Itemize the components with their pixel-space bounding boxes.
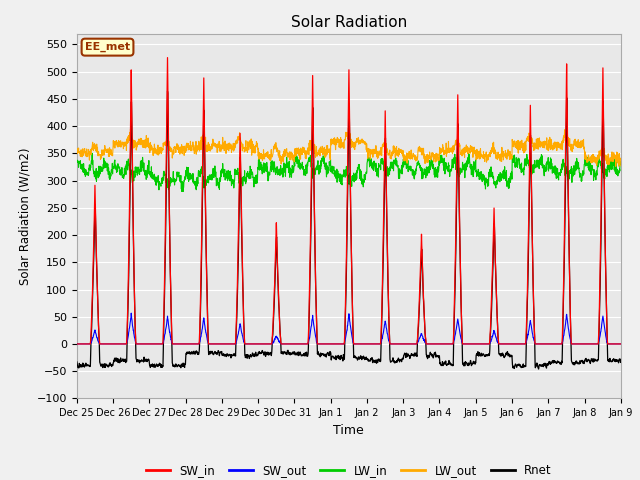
SW_in [569, 341, 577, 347]
LW_out [507, 152, 515, 157]
LW_out [225, 144, 232, 150]
Y-axis label: Solar Radiation (W/m2): Solar Radiation (W/m2) [18, 147, 31, 285]
Rnet [584, 357, 592, 363]
SW_in [225, 341, 232, 347]
SW_out [617, 341, 625, 347]
LW_in [508, 176, 515, 181]
SW_out [584, 341, 592, 347]
Rnet [617, 357, 625, 362]
Legend: SW_in, SW_out, LW_in, LW_out, Rnet: SW_in, SW_out, LW_in, LW_out, Rnet [141, 459, 556, 480]
SW_in [584, 341, 592, 347]
SW_out [569, 341, 577, 347]
LW_in [617, 159, 625, 165]
LW_out [344, 125, 352, 131]
SW_out [127, 310, 135, 316]
LW_out [365, 153, 372, 159]
SW_out [73, 341, 81, 347]
Rnet [570, 360, 577, 365]
SW_out [365, 341, 372, 347]
Rnet [376, 359, 384, 364]
LW_in [73, 157, 81, 163]
SW_out [225, 341, 232, 347]
LW_in [570, 165, 577, 171]
SW_out [376, 341, 384, 347]
SW_out [507, 341, 515, 347]
Line: LW_in: LW_in [77, 153, 621, 192]
SW_in [507, 341, 515, 347]
Title: Solar Radiation: Solar Radiation [291, 15, 407, 30]
LW_out [617, 163, 625, 168]
LW_out [569, 145, 577, 151]
SW_in [365, 341, 372, 347]
Line: Rnet: Rnet [77, 91, 621, 369]
Rnet [365, 357, 372, 363]
LW_in [584, 165, 592, 171]
LW_in [377, 167, 385, 173]
X-axis label: Time: Time [333, 424, 364, 437]
Line: LW_out: LW_out [77, 128, 621, 167]
LW_out [584, 156, 592, 161]
SW_in [73, 341, 81, 347]
LW_out [376, 148, 384, 154]
LW_in [225, 175, 233, 180]
SW_in [164, 55, 172, 60]
LW_in [88, 150, 96, 156]
Line: SW_out: SW_out [77, 313, 621, 344]
Rnet [507, 352, 515, 358]
Rnet [535, 366, 543, 372]
Text: EE_met: EE_met [85, 42, 130, 52]
LW_in [365, 157, 372, 163]
LW_out [612, 164, 620, 169]
LW_out [73, 147, 81, 153]
Rnet [73, 359, 81, 365]
SW_in [376, 341, 384, 347]
SW_in [617, 341, 625, 347]
Rnet [164, 88, 172, 94]
Rnet [225, 353, 232, 359]
Line: SW_in: SW_in [77, 58, 621, 344]
LW_in [178, 189, 186, 194]
